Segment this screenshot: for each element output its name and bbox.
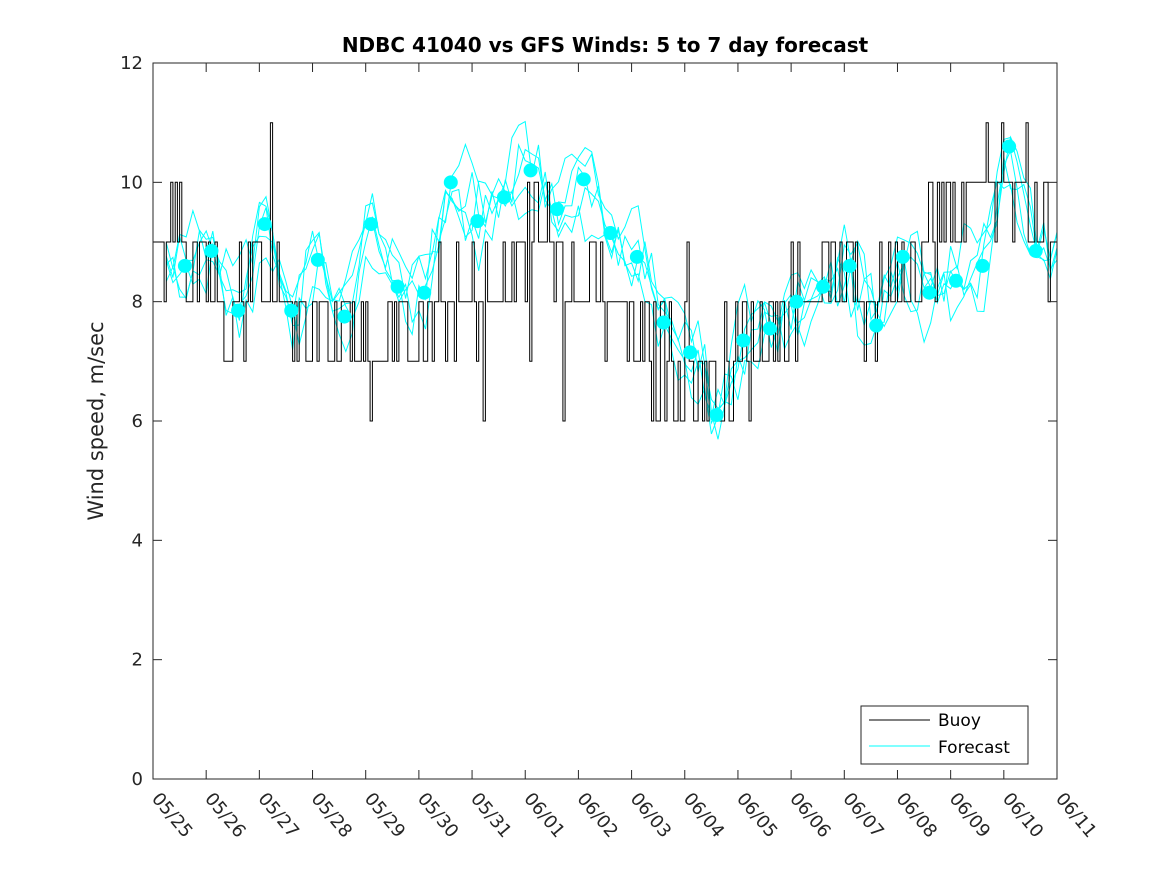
forecast-marker [310, 252, 325, 267]
forecast-marker [683, 345, 698, 360]
forecast-marker [789, 294, 804, 309]
forecast-marker [816, 279, 831, 294]
forecast-marker [496, 190, 511, 205]
x-tick-label: 05/27 [254, 789, 303, 842]
x-tick-label: 05/30 [413, 789, 462, 842]
x-tick-label: 06/02 [573, 789, 622, 842]
forecast-marker [1028, 243, 1043, 258]
forecast-trace [165, 120, 1058, 410]
x-tick-label: 06/08 [892, 789, 941, 842]
chart-title: NDBC 41040 vs GFS Winds: 5 to 7 day fore… [342, 33, 869, 57]
y-axis: 0 2 4 6 8 10 12 [120, 53, 1057, 790]
x-tick-label: 06/05 [732, 789, 781, 842]
y-tick-label: 4 [132, 530, 143, 551]
forecast-marker [975, 258, 990, 273]
x-tick-label: 06/03 [626, 789, 675, 842]
forecast-marker [656, 315, 671, 330]
y-tick-label: 6 [132, 411, 143, 432]
legend: Buoy Forecast [860, 705, 1029, 765]
x-tick-label: 05/28 [307, 789, 356, 842]
forecast-marker [869, 318, 884, 333]
x-tick-label: 06/01 [519, 789, 568, 842]
y-tick-label: 10 [120, 172, 143, 193]
x-tick-label: 06/04 [679, 789, 728, 842]
forecast-marker [948, 273, 963, 288]
forecast-marker [762, 321, 777, 336]
x-tick-label: 05/25 [147, 789, 196, 842]
x-tick-label: 05/31 [466, 789, 515, 842]
x-tick-label: 06/11 [1051, 789, 1100, 842]
forecast-marker [842, 258, 857, 273]
legend-forecast-label: Forecast [938, 738, 1010, 758]
y-tick-label: 8 [132, 292, 143, 313]
forecast-marker [895, 249, 910, 264]
x-tick-label: 06/07 [838, 789, 887, 842]
buoy-line [153, 122, 1057, 422]
forecast-marker [629, 249, 644, 264]
forecast-marker [922, 285, 937, 300]
y-tick-label: 0 [132, 769, 143, 790]
y-tick-label: 2 [132, 650, 143, 671]
plot-background [153, 63, 1057, 779]
forecast-marker [470, 214, 485, 229]
forecast-marker [576, 172, 591, 187]
series-layer [153, 120, 1058, 440]
forecast-marker [364, 217, 379, 232]
forecast-marker [257, 217, 272, 232]
forecast-marker [550, 202, 565, 217]
y-tick-label: 12 [120, 53, 143, 74]
forecast-marker [1002, 139, 1017, 154]
forecast-marker [231, 303, 246, 318]
forecast-marker [284, 303, 299, 318]
forecast-marker [337, 309, 352, 324]
forecast-marker [736, 333, 751, 348]
legend-box [860, 705, 1029, 765]
forecast-marker [204, 243, 219, 258]
x-tick-label: 06/10 [998, 789, 1047, 842]
forecast-marker [603, 226, 618, 241]
forecast-marker [523, 163, 538, 178]
x-tick-label: 05/29 [360, 789, 409, 842]
x-tick-label: 06/09 [945, 789, 994, 842]
forecast-marker [177, 258, 192, 273]
x-tick-label: 05/26 [200, 789, 249, 842]
forecast-marker [417, 285, 432, 300]
forecast-marker [443, 175, 458, 190]
forecast-marker [709, 408, 724, 423]
legend-buoy-label: Buoy [938, 711, 981, 731]
forecast-marker [390, 279, 405, 294]
y-axis-label: Wind speed, m/sec [84, 321, 108, 520]
x-tick-label: 06/06 [785, 789, 834, 842]
